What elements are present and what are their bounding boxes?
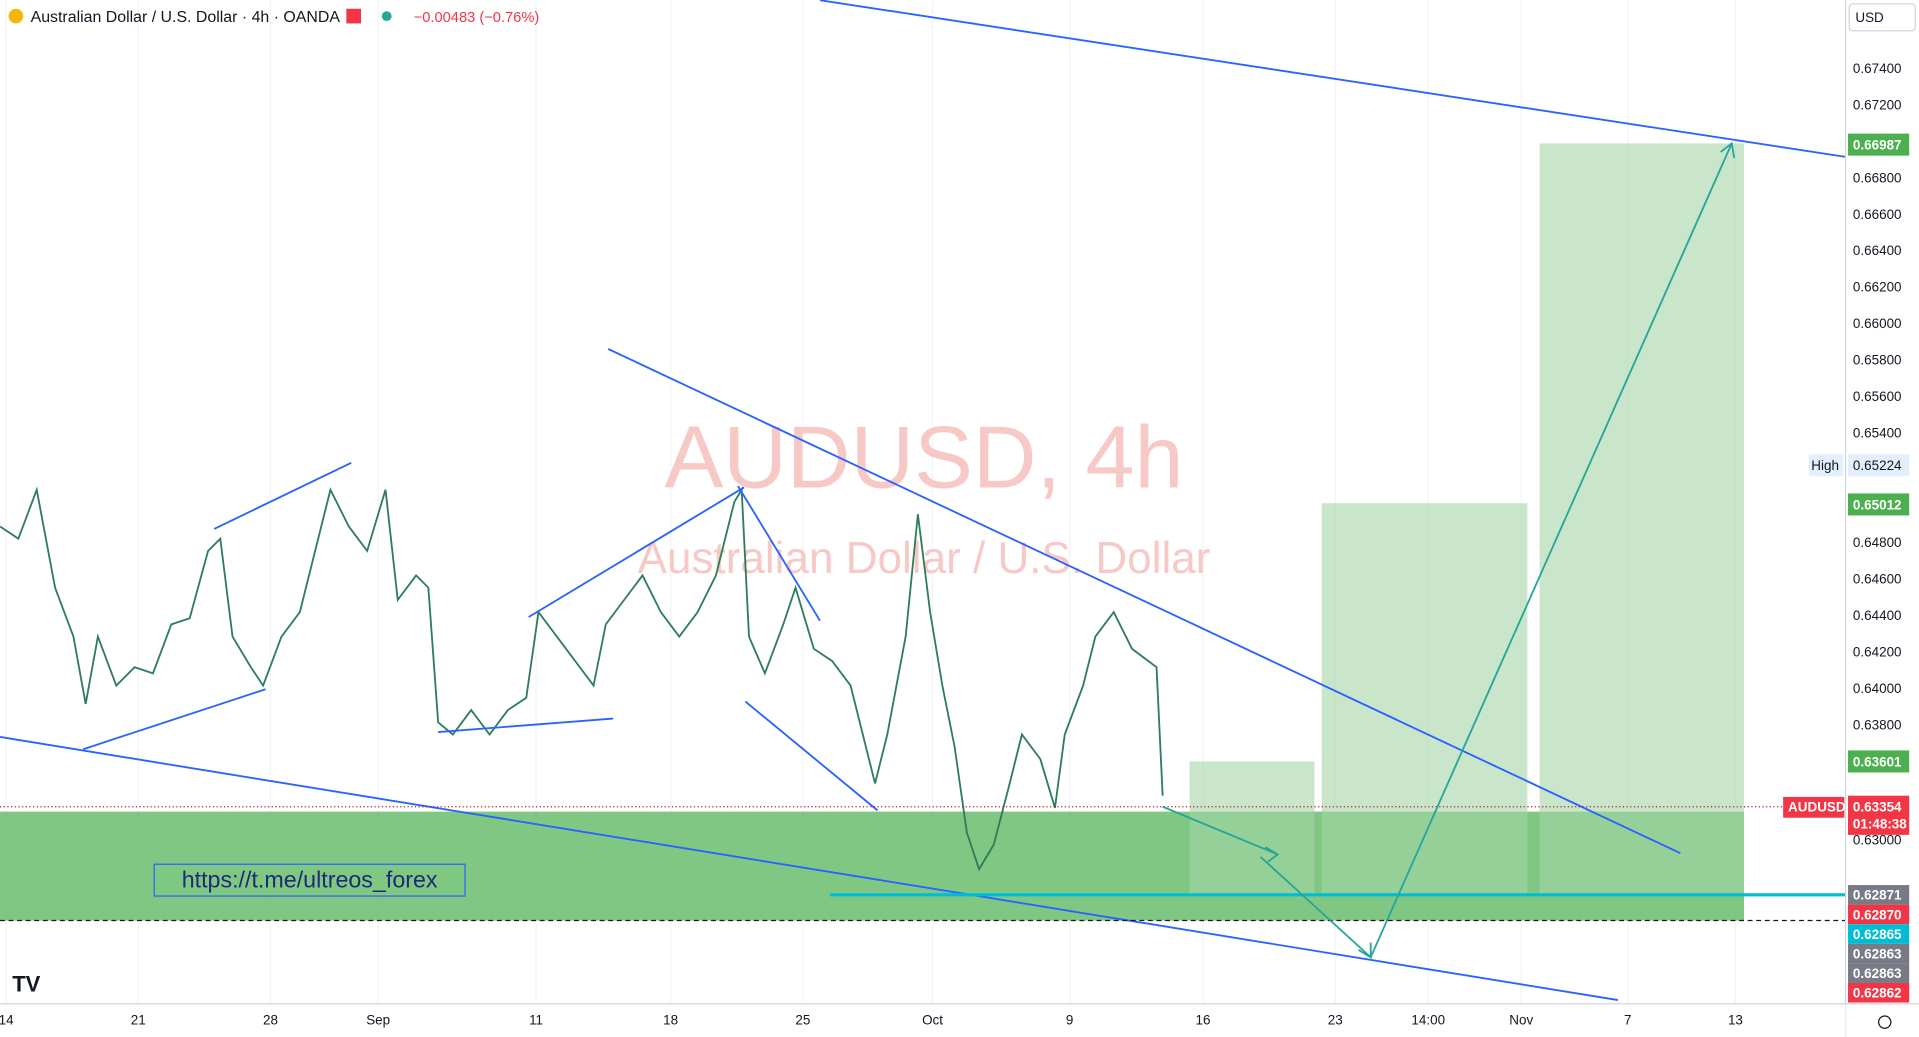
price-axis: [1845, 0, 1919, 1037]
time-label: 13: [1728, 1013, 1743, 1028]
target-value: 0.66987: [1853, 138, 1902, 153]
high-value: 0.65224: [1853, 458, 1902, 473]
symbol-badge: [1783, 796, 1845, 818]
price-tick: 0.65400: [1853, 426, 1902, 441]
price-tick: 0.66000: [1853, 316, 1902, 331]
watermark-title: AUDUSD, 4h: [664, 407, 1183, 506]
tv-logo: TV: [12, 972, 40, 997]
badge: [1848, 963, 1910, 983]
badge-value: 0.62863: [1853, 946, 1902, 961]
time-label: 14:00: [1411, 1013, 1445, 1028]
price-tick: 0.63800: [1853, 717, 1902, 732]
price-tick: 0.64800: [1853, 535, 1902, 550]
time-label: 23: [1328, 1013, 1343, 1028]
badge: [1848, 924, 1910, 944]
badge-value: 0.62865: [1853, 927, 1902, 942]
time-label: Sep: [366, 1013, 390, 1028]
price-tick: 0.66800: [1853, 170, 1902, 185]
price-tick: 0.65800: [1853, 353, 1902, 368]
time-label: 7: [1624, 1013, 1631, 1028]
last-badge: [1848, 795, 1910, 835]
price-tick: 0.66600: [1853, 207, 1902, 222]
time-label: 14: [0, 1013, 14, 1028]
badge: [1848, 885, 1910, 905]
trendlines: [0, 0, 1846, 1001]
symbol-title: Australian Dollar / U.S. Dollar · 4h · O…: [31, 9, 341, 26]
link[interactable]: https://t.me/ultreos_forex: [182, 866, 438, 892]
price-tick: 0.64400: [1853, 608, 1902, 623]
target-value: 0.65012: [1853, 497, 1902, 512]
last-price: 0.63354: [1853, 800, 1902, 815]
badge-value: 0.62863: [1853, 966, 1902, 981]
price-tick: 0.67400: [1853, 61, 1902, 76]
high-label: High: [1811, 458, 1839, 473]
badge: [1848, 943, 1910, 964]
high-tag: [1808, 454, 1844, 477]
badge: [1848, 454, 1910, 477]
target-box: [1539, 143, 1744, 895]
target-box: [1321, 503, 1528, 895]
symbol-tag: AUDUSD: [1788, 800, 1846, 815]
countdown: 01:48:38: [1853, 817, 1907, 832]
badge-value: 0.62862: [1853, 986, 1902, 1001]
price-path: [0, 486, 1164, 872]
time-axis: [0, 1003, 1846, 1037]
time-label: 16: [1196, 1013, 1211, 1028]
price-tick: 0.66200: [1853, 280, 1902, 295]
time-label: 21: [131, 1013, 146, 1028]
price-tick: 0.64200: [1853, 644, 1902, 659]
time-label: 9: [1066, 1013, 1073, 1028]
price-tick: 0.66400: [1853, 243, 1902, 258]
price-tick: 0.67200: [1853, 97, 1902, 112]
flag[interactable]: [346, 8, 362, 24]
badge-stack: 0.62871 0.62870 0.62865 0.62863 0.62863 0.628…: [1848, 885, 1910, 1003]
time-label: 25: [795, 1013, 810, 1028]
price-tick: 0.65600: [1853, 389, 1902, 404]
currency-select[interactable]: [1848, 3, 1916, 32]
badge: [1848, 904, 1910, 925]
price-tick: 0.64000: [1853, 681, 1902, 696]
currency[interactable]: USD: [1855, 10, 1884, 25]
projection-arrows: [1162, 141, 1736, 959]
time-label: Nov: [1509, 1013, 1533, 1028]
price-tick: 0.63000: [1853, 833, 1902, 848]
badge: [1848, 750, 1910, 773]
badge: [1848, 982, 1910, 1003]
time-label: 28: [263, 1013, 278, 1028]
time-label: 18: [663, 1013, 678, 1028]
price-change: −0.00483 (−0.76%): [414, 10, 540, 26]
market-status: [381, 11, 392, 22]
target-box: [1189, 761, 1315, 895]
badge: [1848, 133, 1910, 156]
badge-value: 0.62871: [1853, 888, 1902, 903]
link-box[interactable]: [153, 863, 466, 897]
price-ticks: 0.67400 0.67200 0.66800 0.66600 0.66400 0.662…: [1853, 61, 1902, 848]
symbol-icon: [8, 8, 24, 24]
badge: [1848, 493, 1910, 516]
time-label: Oct: [922, 1013, 943, 1028]
price-tick: 0.64600: [1853, 571, 1902, 586]
settings-icon[interactable]: [1878, 1015, 1892, 1029]
target-value: 0.63601: [1853, 754, 1902, 769]
time-label: 11: [529, 1013, 543, 1028]
time-labels: 14 21 28 Sep 11 18 25 Oct 9 16 23 14:00 Nov 7 13: [0, 1013, 1743, 1028]
badge-value: 0.62870: [1853, 907, 1902, 922]
